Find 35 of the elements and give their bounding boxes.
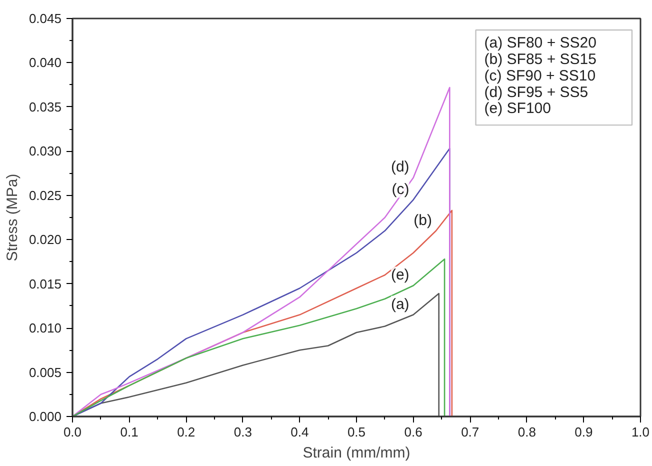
- x-tick-label: 0.4: [290, 424, 309, 440]
- y-tick-label: 0.005: [28, 364, 62, 380]
- annotation: (e) SF100: [484, 100, 552, 118]
- annotation: (c) SF90 + SS10: [484, 67, 596, 84]
- x-tick-label: 0.6: [404, 424, 422, 440]
- series-label: (e): [390, 266, 410, 284]
- y-tick-label: 0.035: [28, 99, 62, 114]
- x-tick-label: 0.5: [347, 424, 366, 440]
- x-axis-title: Strain (mm/mm): [302, 444, 410, 462]
- x-tick-label: 0.0: [63, 424, 82, 440]
- y-tick-label: 0.040: [28, 55, 62, 70]
- y-axis-title: Stress (MPa): [4, 174, 21, 262]
- x-tick-label: 0.7: [461, 424, 480, 440]
- annotation: (b) SF85 + SS15: [484, 51, 596, 68]
- x-tick-label: 0.3: [234, 424, 252, 440]
- y-tick-label: 0.025: [28, 188, 62, 203]
- y-tick-label: 0.045: [28, 11, 62, 26]
- y-tick-label: 0.030: [28, 144, 62, 159]
- series-label: (a): [390, 296, 410, 313]
- x-tick-label: 0.8: [518, 424, 536, 440]
- y-tick-label: 0.000: [28, 409, 62, 424]
- series-label: (c): [392, 180, 410, 198]
- y-tick-label: 0.010: [28, 320, 62, 336]
- x-tick-label: 0.9: [574, 424, 593, 440]
- series-label: (d): [390, 158, 410, 176]
- annotation: (a) SF80 + SS20: [484, 34, 596, 52]
- x-tick-label: 0.2: [177, 424, 196, 440]
- line-series: [72, 86, 450, 416]
- x-tick-label: 1.0: [631, 424, 650, 440]
- line-series: [72, 258, 446, 416]
- y-tick-label: 0.015: [28, 276, 62, 292]
- y-tick-label: 0.020: [28, 232, 62, 248]
- x-tick-label: 0.1: [120, 424, 138, 440]
- series-label: (b): [414, 212, 432, 229]
- annotation: (d) SF95 + SS5: [484, 84, 588, 101]
